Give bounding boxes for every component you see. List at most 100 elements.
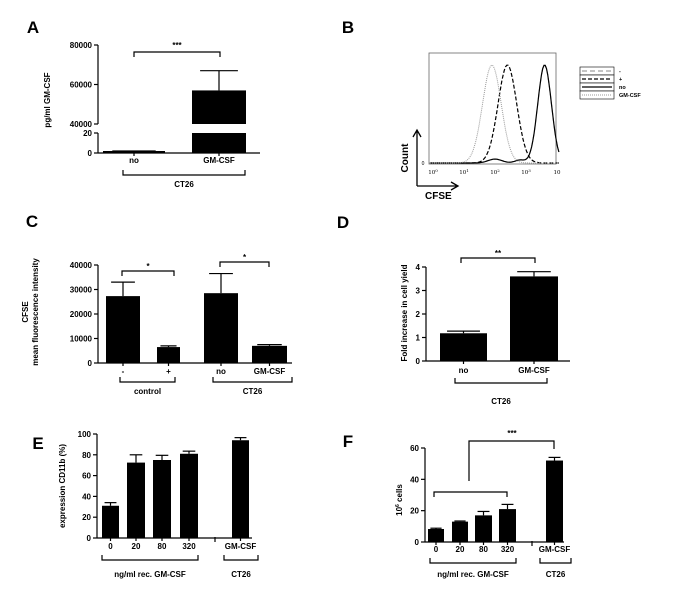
group-bracket — [212, 377, 293, 383]
y-tick-label: 2 — [416, 310, 421, 319]
significance-bracket — [460, 257, 536, 263]
group-bracket — [454, 378, 548, 384]
y-label-base: 10 — [395, 506, 404, 515]
histogram-curve — [429, 64, 560, 164]
panel-E: E 0 20 40 60 80 100 0 20 80 320 GM-CSF — [32, 430, 256, 551]
legend-label: GM-CSF — [619, 93, 641, 99]
y-tick-label: 60 — [82, 472, 91, 481]
group-label: CT26 — [243, 387, 263, 396]
panel-label-F: F — [343, 432, 353, 451]
bar — [102, 505, 119, 538]
bar — [546, 460, 563, 542]
x-axis-label: CFSE — [425, 191, 452, 202]
legend-label: - — [619, 69, 621, 75]
significance-bracket — [219, 261, 270, 267]
group-label: CT26 — [491, 397, 511, 406]
bar — [192, 133, 246, 153]
y-tick-label: 0 — [415, 538, 420, 547]
panel-C: C 0 10000 20000 30000 40000 - + no GM-CSF — [26, 212, 292, 376]
y-axis-label: 106 cells — [395, 484, 404, 516]
panel-label-B: B — [342, 18, 354, 37]
group-label: CT26 — [231, 570, 251, 579]
y-axis-label: CFSE — [21, 301, 30, 323]
group-bracket — [122, 170, 246, 176]
group-label: ng/ml rec. GM-CSF — [114, 570, 186, 579]
y-tick-label: 20000 — [70, 310, 93, 319]
panel-label-D: D — [337, 213, 349, 232]
y-tick-label: 0 — [416, 357, 421, 366]
x-tick-label: 80 — [158, 542, 167, 551]
y-axis-arrow — [412, 128, 422, 186]
y-label-exponent: 6 — [395, 504, 401, 507]
significance-bracket — [133, 51, 221, 57]
histogram-curve — [429, 64, 559, 164]
group-bracket — [539, 558, 572, 564]
y-tick-label: 30000 — [70, 286, 93, 295]
histogram-curve — [429, 64, 559, 164]
y-axis-label: mean fluorescence intensity — [31, 258, 40, 366]
significance-label: *** — [507, 429, 517, 438]
x-tick-label: 101 — [459, 168, 469, 176]
y-tick-label: 0 — [88, 359, 93, 368]
significance-label: ** — [495, 249, 502, 258]
y-tick-label: 40000 — [70, 120, 93, 129]
x-tick-label: 100 — [428, 168, 438, 176]
y-tick-label: 20 — [82, 513, 91, 522]
bar — [127, 462, 145, 538]
x-tick-label: 80 — [479, 545, 488, 554]
x-tick-label: + — [166, 367, 171, 376]
y-tick-label: 1 — [416, 334, 421, 343]
y-tick-label: 20 — [410, 507, 419, 516]
significance-label: * — [243, 253, 247, 262]
significance-label: *** — [172, 41, 182, 50]
histogram-curve — [429, 64, 560, 164]
legend-label: no — [619, 85, 626, 91]
y-tick-label: 40 — [410, 475, 419, 484]
y-tick-label: 60000 — [70, 81, 93, 90]
y-tick-label: 20 — [83, 129, 92, 138]
y-tick-label: 3 — [416, 287, 421, 296]
bar — [499, 509, 516, 542]
x-tick-label: GM-CSF — [203, 156, 235, 165]
y-axis-label: pg/ml GM-CSF — [43, 72, 52, 127]
bar — [428, 528, 444, 542]
x-tick-label: - — [122, 367, 125, 376]
y-tick-label: 40000 — [70, 261, 93, 270]
panel-D: D 0 1 2 3 4 no GM-CSF — [337, 213, 570, 375]
y-tick-label: 100 — [78, 430, 92, 439]
y-axis-label: Count — [400, 143, 411, 173]
x-tick-label: 10 — [554, 170, 561, 176]
y-tick-label: 60 — [410, 444, 419, 453]
bar — [106, 296, 140, 363]
y-tick-label: 0 — [87, 534, 92, 543]
bar — [475, 515, 492, 542]
legend-label: + — [619, 77, 622, 83]
x-tick-label: 20 — [132, 542, 141, 551]
group-label: control — [134, 387, 161, 396]
bar — [440, 333, 487, 361]
panel-label-C: C — [26, 212, 38, 231]
group-bracket — [223, 555, 259, 561]
bar — [180, 453, 198, 538]
y-axis-label: Fold increase in cell yield — [400, 264, 409, 361]
x-tick-label: 320 — [182, 542, 196, 551]
group-label: CT26 — [546, 570, 566, 579]
bar — [204, 293, 238, 363]
y-tick-label: 10000 — [70, 335, 93, 344]
group-label: CT26 — [174, 180, 194, 189]
x-tick-label: 20 — [456, 545, 465, 554]
significance-bracket-inner — [433, 491, 508, 497]
x-tick-label: 0 — [434, 545, 439, 554]
x-tick-label: GM-CSF — [225, 542, 257, 551]
group-bracket — [101, 555, 199, 561]
x-axis-arrow — [417, 181, 460, 191]
y-tick-label: 80 — [82, 451, 91, 460]
bar — [157, 347, 180, 363]
x-tick-label: 0 — [108, 542, 113, 551]
panel-label-E: E — [32, 434, 43, 453]
bar — [452, 521, 468, 542]
x-tick-label: no — [216, 367, 226, 376]
y-axis-label: expression CD11b (%) — [58, 444, 67, 528]
x-tick-label: GM-CSF — [518, 366, 550, 375]
